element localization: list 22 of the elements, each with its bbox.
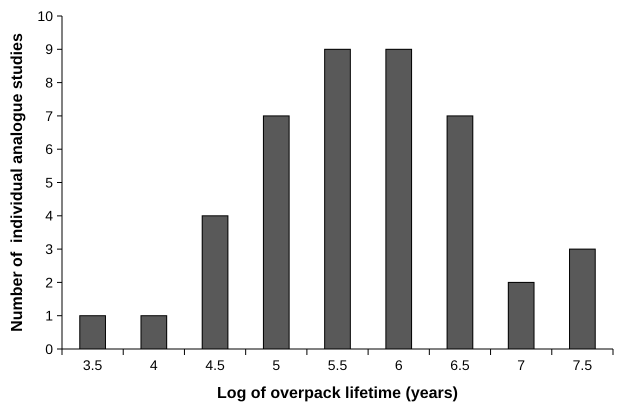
y-tick-label: 9 <box>45 41 54 58</box>
x-tick-label: 7.5 <box>572 357 592 373</box>
y-tick-label: 0 <box>45 340 54 357</box>
x-tick-label: 5.5 <box>328 357 348 373</box>
x-tick-label: 3.5 <box>82 357 103 373</box>
y-axis-title: Number of individual analogue studies <box>9 33 26 332</box>
x-tick-label: 4.5 <box>205 357 225 373</box>
y-tick-label: 10 <box>37 8 54 24</box>
x-tick-label: 6.5 <box>450 357 470 373</box>
y-tick-label: 5 <box>45 174 54 190</box>
y-tick-label: 7 <box>45 108 54 124</box>
x-tick-label: 7 <box>517 357 526 373</box>
y-tick-label: 1 <box>45 308 54 324</box>
y-tick-label: 4 <box>45 208 54 224</box>
x-axis-title: Log of overpack lifetime (years) <box>217 385 458 402</box>
x-tick-label: 5 <box>272 357 280 373</box>
y-tick-label: 6 <box>45 141 54 158</box>
y-tick-label: 3 <box>45 241 54 257</box>
y-tick-label: 8 <box>45 74 54 90</box>
x-tick-label: 6 <box>394 357 403 373</box>
y-tick-label: 2 <box>45 274 54 290</box>
x-tick-label: 4 <box>150 357 158 373</box>
